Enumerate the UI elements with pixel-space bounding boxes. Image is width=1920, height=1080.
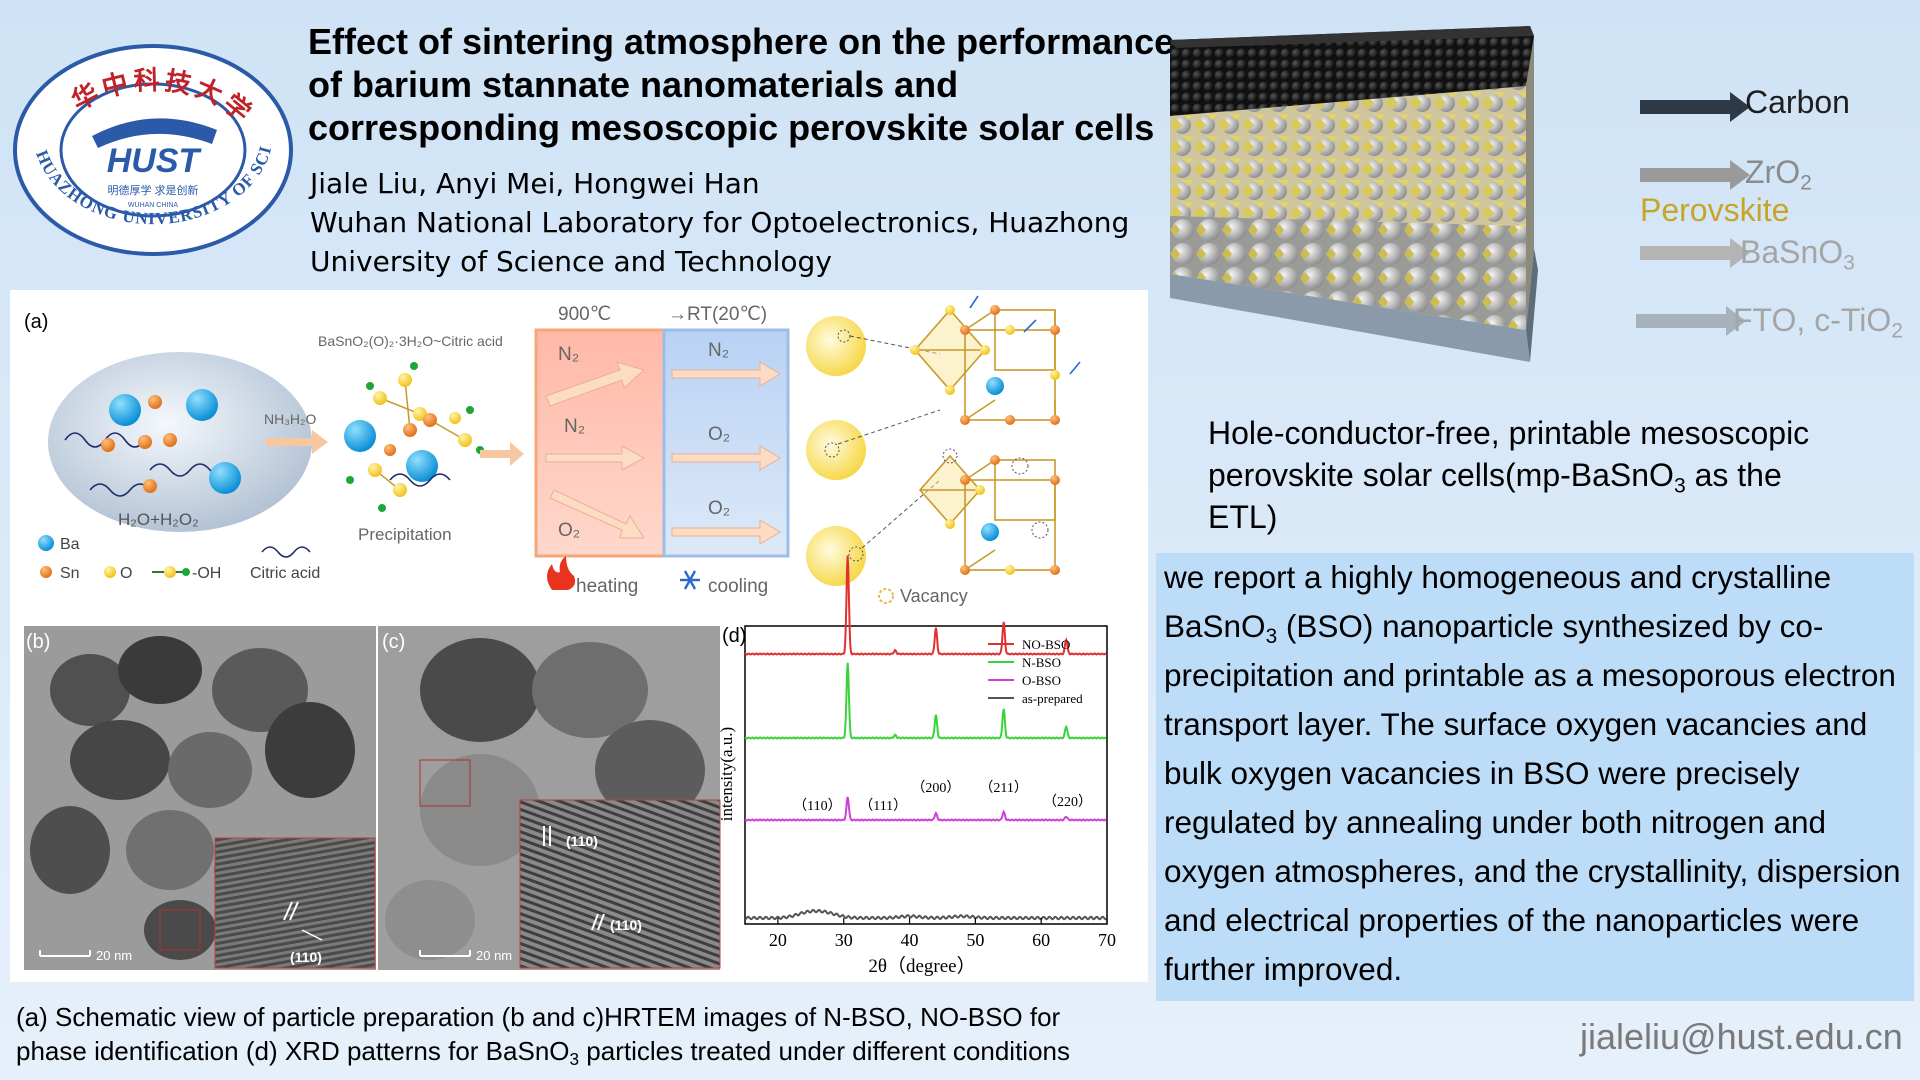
caption-line-2: phase identification (d) XRD patterns fo… xyxy=(16,1036,1070,1070)
xrd-series-as-prepared xyxy=(744,909,1107,921)
xrd-ylabel: intensity(a.u.) xyxy=(717,727,736,821)
caption-line-1: (a) Schematic view of particle preparati… xyxy=(16,1002,1061,1032)
xrd-legend-label: as-prepared xyxy=(1022,691,1083,706)
precursor-label: BaSnO₂(O)₂·3H₂O~Citric acid xyxy=(318,333,503,349)
logo-motto: 明德厚学 求是创新 xyxy=(107,183,198,197)
basno3-label: BaSnO3 xyxy=(1740,234,1855,275)
solution-disc xyxy=(48,352,312,532)
panel-c-label: (c) xyxy=(382,631,405,653)
xrd-peak-label: （110） xyxy=(793,798,841,814)
author-names: Jiale Liu, Anyi Mei, Hongwei Han xyxy=(310,167,760,200)
panel-c-plane-2: (110) xyxy=(610,917,642,933)
temp-heat-label: 900℃ xyxy=(558,304,611,325)
device-caption: Hole-conductor-free, printable mesoscopi… xyxy=(1208,415,1810,535)
vacancy-label: Vacancy xyxy=(900,586,968,606)
author-block: Jiale Liu, Anyi Mei, Hongwei Han Wuhan N… xyxy=(310,164,1170,281)
xrd-tick-label: 60 xyxy=(1032,930,1050,950)
heating-label: heating xyxy=(576,576,638,597)
panel-b-scale: 20 nm xyxy=(96,948,132,963)
affiliation-line-2: University of Science and Technology xyxy=(310,245,832,278)
basno3-arrow xyxy=(1640,238,1750,268)
figure-svg: (a) H₂O+H₂O₂ Ba Sn O -OH Citric acid NH₃… xyxy=(24,295,1116,977)
perovskite-label: Perovskite xyxy=(1640,192,1790,228)
legend-o: O xyxy=(120,565,132,582)
fto-label: FTO, c-TiO2 xyxy=(1733,302,1903,343)
cool-gas-2: O₂ xyxy=(708,424,730,445)
vacancy-icon xyxy=(878,588,894,604)
xrd-tick-label: 30 xyxy=(835,930,853,950)
xrd-peak-label: （211） xyxy=(979,780,1027,796)
logo-abbrev: HUST xyxy=(107,142,203,180)
xrd-chart: (d) 20 30 40 50 60 70 （110） （111）（200） （211） （22… xyxy=(717,555,1116,977)
heat-gas-2: N₂ xyxy=(564,416,585,437)
precipitation-label: Precipitation xyxy=(358,525,452,544)
poster-title: Effect of sintering atmosphere on the pe… xyxy=(308,20,1188,149)
title-line-1: Effect of sintering atmosphere on the pe… xyxy=(308,21,1175,62)
panel-a-label: (a) xyxy=(24,311,48,333)
contact-email[interactable]: jialeliu@hust.edu.cn xyxy=(1580,1016,1903,1057)
device-schematic xyxy=(1170,26,1538,362)
affiliation-line-1: Wuhan National Laboratory for Optoelectr… xyxy=(310,206,1130,239)
cooling-label: cooling xyxy=(708,576,768,597)
panel-c-tem: (110) (110) (c) 20 nm xyxy=(378,626,721,970)
panel-b-plane: (110) xyxy=(290,949,322,965)
xrd-peak-label: （200） xyxy=(911,780,960,796)
xrd-tick-label: 20 xyxy=(769,930,787,950)
xrd-tick-label: 70 xyxy=(1098,930,1116,950)
carbon-label: Carbon xyxy=(1745,84,1850,120)
xrd-xlabel: 2θ（degree） xyxy=(868,955,975,977)
panel-c-plane-1: (110) xyxy=(566,833,598,849)
legend-oh: -OH xyxy=(192,565,221,582)
xrd-series-n-bso xyxy=(744,662,1107,740)
temp-cool-label: →RT(20℃) xyxy=(668,304,767,325)
xrd-plot-frame xyxy=(744,625,1108,925)
xrd-peak-label: （220） xyxy=(1043,794,1092,810)
cool-gas-1: N₂ xyxy=(708,340,729,361)
panel-c-scale: 20 nm xyxy=(476,948,512,963)
flame-icon xyxy=(547,556,576,590)
heating-zone xyxy=(534,328,666,558)
solvent-label: H₂O+H₂O₂ xyxy=(118,510,199,529)
zro2-label: ZrO2 xyxy=(1745,154,1812,195)
panel-d-label: (d) xyxy=(722,625,746,647)
summary-sub: 3 xyxy=(1265,625,1278,649)
xrd-legend-label: N-BSO xyxy=(1022,655,1061,670)
carbon-arrow xyxy=(1640,92,1750,122)
cool-gas-3: O₂ xyxy=(708,498,730,519)
fto-arrow xyxy=(1636,306,1746,336)
xrd-series-o-bso xyxy=(744,796,1107,822)
title-line-3: corresponding mesoscopic perovskite sola… xyxy=(308,107,1155,148)
heat-gas-3: O₂ xyxy=(558,520,580,541)
summary-text-1: we report a highly homogeneous and cryst… xyxy=(1164,559,1832,644)
legend-sn: Sn xyxy=(60,565,80,582)
xrd-tick-label: 50 xyxy=(966,930,984,950)
legend-ba: Ba xyxy=(60,536,80,553)
university-logo: 华中科技大学 HUAZHONG UNIVERSITY OF SCIENCE AN… xyxy=(12,44,293,256)
xrd-peak-label: （111） xyxy=(859,798,907,814)
xrd-legend-label: O-BSO xyxy=(1022,673,1061,688)
heat-gas-1: N₂ xyxy=(558,344,579,365)
xrd-tick-label: 40 xyxy=(901,930,919,950)
panel-b-label: (b) xyxy=(26,631,50,653)
legend-citric: Citric acid xyxy=(250,565,320,582)
summary-text-2: (BSO) nanoparticle synthesized by co-pre… xyxy=(1164,608,1901,987)
panel-b-tem: (110) (b) 20 nm xyxy=(24,626,376,970)
xrd-series-no-bso xyxy=(744,555,1107,656)
logo-location: WUHAN CHINA xyxy=(128,202,178,209)
zro2-arrow xyxy=(1640,160,1750,190)
figure-caption: (a) Schematic view of particle preparati… xyxy=(16,1000,1156,1068)
xrd-legend-label: NO-BSO xyxy=(1022,637,1070,652)
reagent-label: NH₃H₂O xyxy=(264,411,316,427)
title-line-2: of barium stannate nanomaterials and xyxy=(308,64,959,105)
figure-panel: (a) H₂O+H₂O₂ Ba Sn O -OH Citric acid NH₃… xyxy=(10,290,1148,982)
snowflake-icon xyxy=(680,570,700,590)
summary-box: we report a highly homogeneous and cryst… xyxy=(1156,553,1914,1001)
